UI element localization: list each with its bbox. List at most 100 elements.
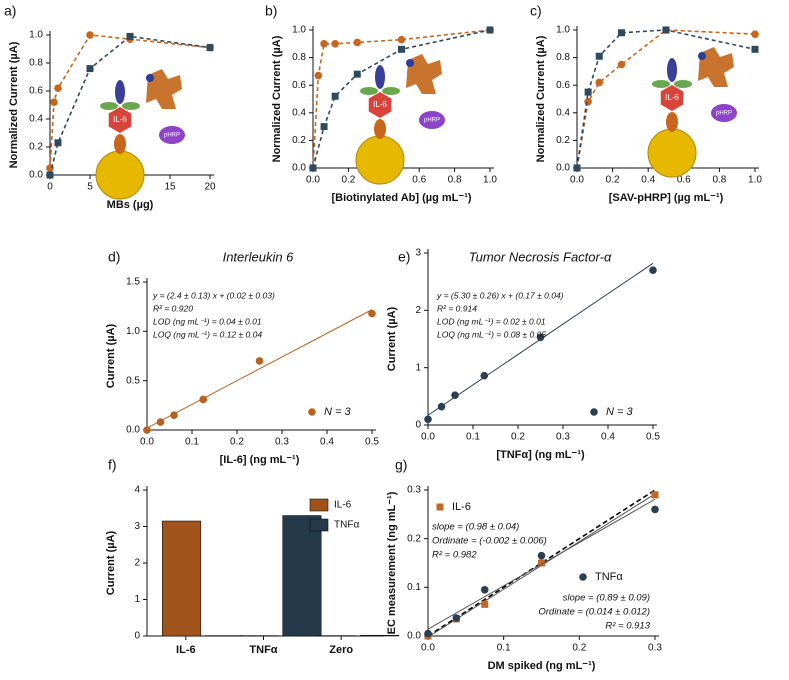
panel-label: c) <box>530 3 542 19</box>
x-tick-label: 0.4 <box>601 432 615 443</box>
illustration-label: IL-6 <box>665 93 679 102</box>
y-tick-label: 1 <box>134 594 140 605</box>
annotation: LOQ (ng mL⁻¹) = 0.12 ± 0.04 <box>153 329 262 339</box>
y-tick-label: 0.0 <box>126 425 140 436</box>
x-tick-label: 0.8 <box>448 175 462 186</box>
panel-label: d) <box>108 249 120 265</box>
il6-hexagon <box>108 107 132 133</box>
illustration: IL-6 pHRP <box>355 54 445 185</box>
detect-antibody <box>115 80 125 104</box>
marker <box>424 629 432 638</box>
x-tick-label: 0.0 <box>421 432 435 443</box>
panel-label: a) <box>4 3 16 19</box>
annotation: LOD (ng mL⁻¹) = 0.02 ± 0.01 <box>437 316 546 326</box>
marker <box>353 38 362 47</box>
marker <box>451 391 459 399</box>
y-axis-label: Normalized Current (µA) <box>535 35 547 162</box>
arm-right <box>382 87 400 95</box>
y-tick-label: 0.8 <box>292 52 306 63</box>
marker <box>584 97 592 106</box>
x-tick-label: 0.3 <box>648 643 662 654</box>
y-tick-label: 3 <box>415 248 421 259</box>
y-tick-label: 0.2 <box>407 533 421 544</box>
legend-label: IL-6 <box>452 501 471 513</box>
legend-label: TNFα <box>595 571 623 583</box>
y-tick-label: 0.3 <box>407 485 421 496</box>
marker <box>618 29 625 37</box>
x-tick-label: 0.2 <box>511 432 525 443</box>
annotation: LOD (ng mL⁻¹) = 0.04 ± 0.01 <box>153 316 262 326</box>
biotin <box>698 52 706 60</box>
marker <box>651 491 659 499</box>
bar <box>162 520 202 637</box>
marker <box>86 31 94 39</box>
capture-antibody <box>374 119 386 139</box>
y-tick-label: 0.6 <box>292 80 306 91</box>
capture-antibody <box>114 134 126 154</box>
y-tick-label: 1.5 <box>126 277 140 288</box>
annotation: Ordinate = (-0.002 ± 0.006) <box>432 536 547 547</box>
y-tick-label: 0.5 <box>126 375 140 386</box>
series-line <box>312 29 491 169</box>
annotation: R² = 0.914 <box>437 303 477 313</box>
panel-label: f) <box>108 457 117 473</box>
marker <box>126 32 134 40</box>
x-tick-label: 0.1 <box>497 643 511 654</box>
x-tick-label: 1.0 <box>748 175 762 186</box>
y-tick-label: 1.0 <box>556 25 570 36</box>
biotin <box>406 59 414 67</box>
marker <box>751 45 759 53</box>
marker <box>579 573 587 581</box>
panel-label: e) <box>398 249 410 265</box>
x-tick-label: 0.1 <box>185 437 199 448</box>
x-tick-label: 0.0 <box>421 643 435 654</box>
marker <box>537 551 546 560</box>
y-axis-label: Normalized Current (µA) <box>271 35 283 162</box>
x-tick-label: 15 <box>164 182 176 193</box>
x-tick-label: 0.8 <box>712 175 726 186</box>
marker <box>331 40 339 48</box>
y-tick-label: 0 <box>134 631 140 642</box>
streptavidin <box>146 69 182 109</box>
y-tick-label: 3 <box>134 521 140 532</box>
arm-left <box>100 102 118 110</box>
marker <box>751 30 759 38</box>
marker <box>314 71 323 80</box>
fit-line <box>427 498 656 630</box>
x-axis-label: [IL-6] (ng mL⁻¹) <box>220 454 300 466</box>
chart-title: Tumor Necrosis Factor-α <box>469 249 612 264</box>
marker <box>649 266 657 275</box>
phrp <box>711 104 737 122</box>
y-tick-label: 0.4 <box>292 107 306 118</box>
marker <box>54 84 62 92</box>
illustration-label: IL-6 <box>113 115 127 124</box>
y-tick-label: 1.0 <box>29 30 43 41</box>
streptavidin <box>406 54 442 94</box>
arm-right <box>674 80 692 88</box>
y-tick-label: 0.8 <box>556 52 570 63</box>
illustration-label: pHRP <box>424 118 440 124</box>
y-tick-label: 1.0 <box>126 326 140 337</box>
biotin <box>146 74 154 82</box>
y-tick-label: 1 <box>415 362 421 373</box>
marker <box>437 402 446 411</box>
marker <box>662 26 670 34</box>
marker <box>86 65 94 73</box>
x-tick-label: 0.4 <box>320 437 334 448</box>
y-axis-label: EC measurement (ng mL⁻¹) <box>386 491 398 634</box>
x-tick-label: 0.0 <box>306 175 320 186</box>
y-axis-label: Current (µA) <box>105 530 117 595</box>
marker <box>308 408 316 416</box>
identity-line <box>427 489 656 637</box>
x-axis-label: [TNFα] (ng mL⁻¹) <box>496 449 585 461</box>
series-line <box>576 29 756 169</box>
annotation: y = (5.30 ± 0.26) x + (0.17 ± 0.04) <box>436 290 564 300</box>
bar <box>360 634 400 637</box>
series-line <box>49 34 211 169</box>
x-axis-label: MBs (µg) <box>107 199 154 211</box>
marker <box>452 614 461 622</box>
x-tick-label: 0.2 <box>572 643 586 654</box>
bead <box>95 150 145 200</box>
y-tick-label: 0.0 <box>556 163 570 174</box>
